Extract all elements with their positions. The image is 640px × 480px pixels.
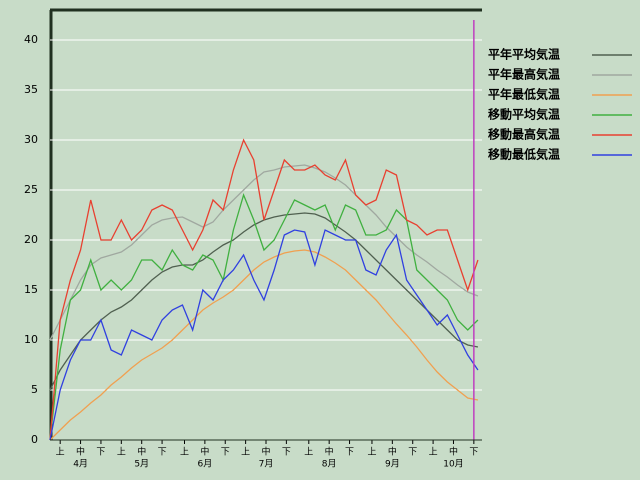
month-label: 6月 xyxy=(198,459,213,470)
legend-label: 移動最高気温 xyxy=(488,127,560,142)
series-line xyxy=(49,229,479,441)
y-tick-label: 30 xyxy=(24,133,38,146)
x-tick-label: 上 xyxy=(117,447,126,458)
y-tick-label: 10 xyxy=(24,333,38,346)
y-tick-label: 15 xyxy=(24,283,38,296)
y-tick-label: 5 xyxy=(31,383,38,396)
x-tick-label: 上 xyxy=(180,447,189,458)
month-label: 7月 xyxy=(259,459,274,470)
x-tick-label: 中 xyxy=(137,446,146,458)
x-tick-label: 上 xyxy=(429,447,438,458)
series-line xyxy=(49,249,479,441)
x-tick-label: 上 xyxy=(367,447,376,458)
x-tick-label: 下 xyxy=(158,448,167,458)
x-tick-label: 中 xyxy=(76,446,85,458)
x-tick-label: 下 xyxy=(408,448,417,458)
x-tick-label: 下 xyxy=(221,448,230,458)
x-tick-label: 下 xyxy=(96,448,105,458)
month-label: 10月 xyxy=(443,459,463,470)
month-label: 9月 xyxy=(385,459,400,470)
x-tick-label: 上 xyxy=(304,447,313,458)
x-tick-label: 中 xyxy=(261,446,270,458)
legend-label: 移動平均気温 xyxy=(488,107,560,122)
x-tick-label: 下 xyxy=(469,448,478,458)
x-tick-label: 上 xyxy=(241,447,250,458)
x-tick-label: 上 xyxy=(56,447,65,458)
month-label: 5月 xyxy=(134,459,149,470)
x-tick-label: 下 xyxy=(345,448,354,458)
y-tick-label: 20 xyxy=(24,233,38,246)
y-tick-label: 40 xyxy=(24,33,38,46)
month-label: 4月 xyxy=(73,459,88,470)
x-tick-label: 中 xyxy=(325,446,334,458)
legend-label: 平年平均気温 xyxy=(488,47,560,62)
series-line xyxy=(49,164,479,341)
series-line xyxy=(49,138,479,441)
x-tick-label: 下 xyxy=(282,448,291,458)
legend-label: 移動最低気温 xyxy=(488,147,560,162)
legend-label: 平年最低気温 xyxy=(488,87,560,102)
month-label: 8月 xyxy=(322,459,337,470)
x-tick-label: 中 xyxy=(200,446,209,458)
x-tick-label: 中 xyxy=(388,446,397,458)
y-tick-label: 0 xyxy=(31,433,38,446)
x-tick-label: 中 xyxy=(449,446,458,458)
y-tick-label: 35 xyxy=(24,83,38,96)
y-tick-label: 25 xyxy=(24,183,38,196)
legend-label: 平年最高気温 xyxy=(488,67,560,82)
